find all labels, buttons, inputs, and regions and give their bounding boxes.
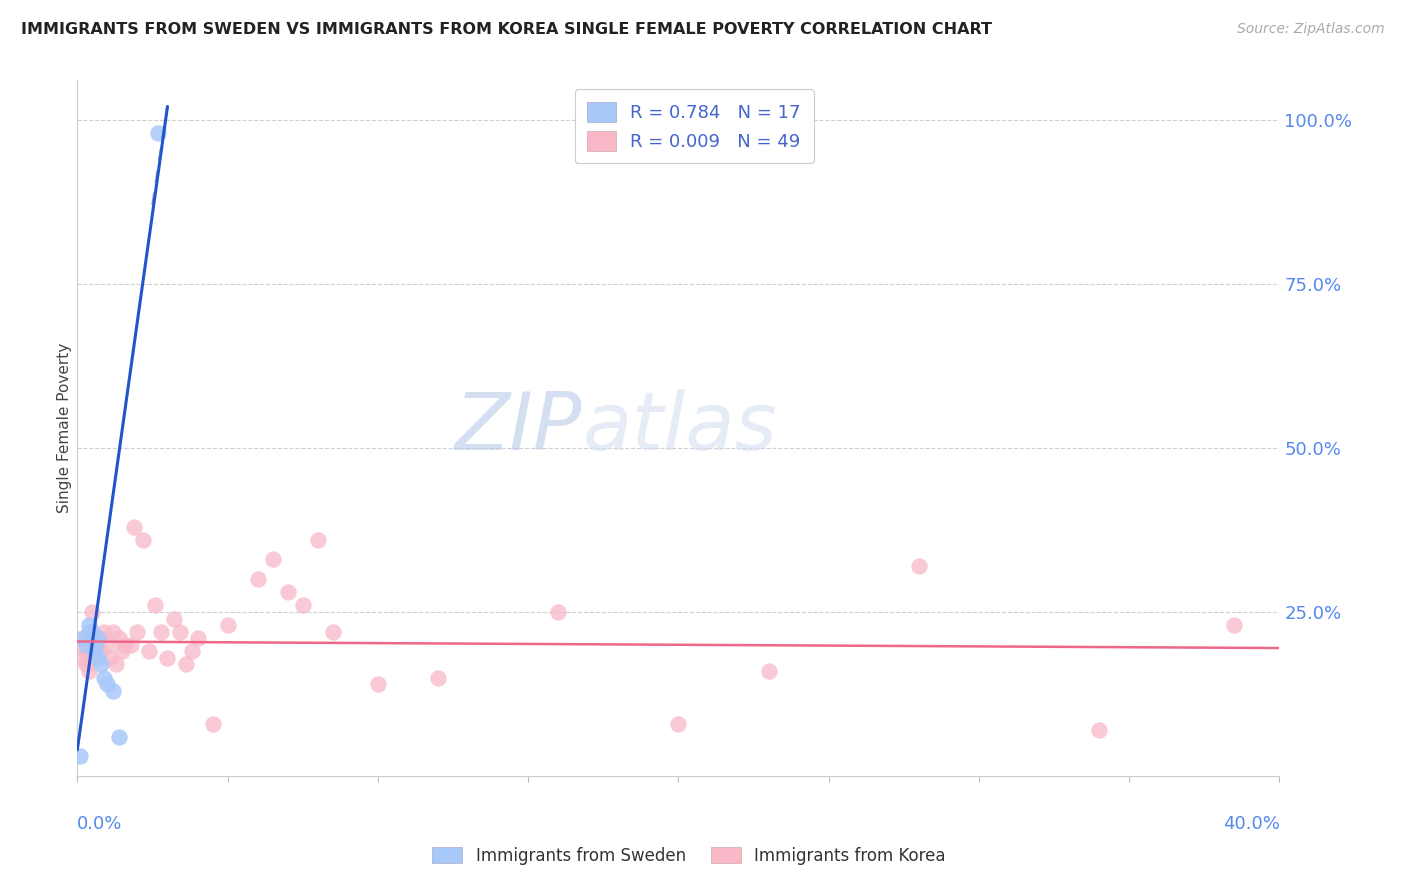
Point (82, 605, 104, 619)
Point (103, 683, 125, 698)
Point (156, 651, 179, 665)
Point (291, 599, 314, 613)
Point (114, 638, 136, 652)
Point (367, 677, 389, 691)
Point (132, 533, 155, 547)
Point (105, 657, 128, 672)
Point (427, 671, 450, 685)
Point (246, 572, 269, 586)
Point (1088, 723, 1111, 737)
Point (1223, 618, 1246, 632)
Point (93, 671, 115, 685)
Legend: R = 0.784   N = 17, R = 0.009   N = 49: R = 0.784 N = 17, R = 0.009 N = 49 (575, 89, 814, 163)
Point (100, 651, 122, 665)
Point (262, 552, 284, 566)
Point (108, 631, 131, 645)
Point (82, 631, 104, 645)
Point (201, 716, 224, 731)
Legend: Immigrants from Sweden, Immigrants from Korea: Immigrants from Sweden, Immigrants from … (425, 838, 953, 873)
Point (72, 651, 94, 665)
Point (79, 618, 101, 632)
Point (84, 638, 107, 652)
Point (124, 519, 146, 533)
Point (174, 657, 197, 672)
Y-axis label: Single Female Poverty: Single Female Poverty (56, 343, 72, 513)
Point (145, 599, 167, 613)
Point (758, 664, 780, 678)
Point (668, 716, 690, 731)
Point (108, 730, 131, 744)
Point (148, 126, 170, 140)
Point (75, 638, 97, 652)
Point (96, 638, 118, 652)
Text: 40.0%: 40.0% (1223, 815, 1279, 833)
Point (87, 651, 110, 665)
Point (180, 644, 202, 658)
Point (547, 605, 569, 619)
Text: atlas: atlas (582, 389, 778, 467)
Point (103, 624, 125, 639)
Text: IMMIGRANTS FROM SWEDEN VS IMMIGRANTS FROM KOREA SINGLE FEMALE POVERTY CORRELATIO: IMMIGRANTS FROM SWEDEN VS IMMIGRANTS FRO… (21, 22, 993, 37)
Point (90, 657, 112, 672)
Text: Source: ZipAtlas.com: Source: ZipAtlas.com (1237, 22, 1385, 37)
Point (307, 533, 329, 547)
Point (162, 611, 184, 625)
Point (84, 651, 107, 665)
Point (69, 749, 91, 764)
Point (322, 624, 344, 639)
Point (93, 624, 115, 639)
Point (75, 657, 97, 672)
Point (75, 644, 97, 658)
Point (79, 664, 101, 678)
Point (96, 677, 118, 691)
Point (127, 624, 149, 639)
Text: 0.0%: 0.0% (77, 815, 122, 833)
Point (72, 631, 94, 645)
Point (87, 631, 110, 645)
Point (84, 638, 107, 652)
Point (79, 624, 101, 639)
Point (82, 624, 104, 639)
Text: ZIP: ZIP (456, 389, 582, 467)
Point (169, 624, 191, 639)
Point (72, 631, 94, 645)
Point (187, 631, 209, 645)
Point (908, 559, 931, 574)
Point (69, 638, 91, 652)
Point (82, 624, 104, 639)
Point (138, 644, 160, 658)
Point (150, 624, 173, 639)
Point (90, 644, 112, 658)
Point (277, 585, 299, 599)
Point (217, 618, 239, 632)
Point (120, 638, 142, 652)
Point (84, 644, 107, 658)
Point (87, 631, 110, 645)
Point (111, 644, 134, 658)
